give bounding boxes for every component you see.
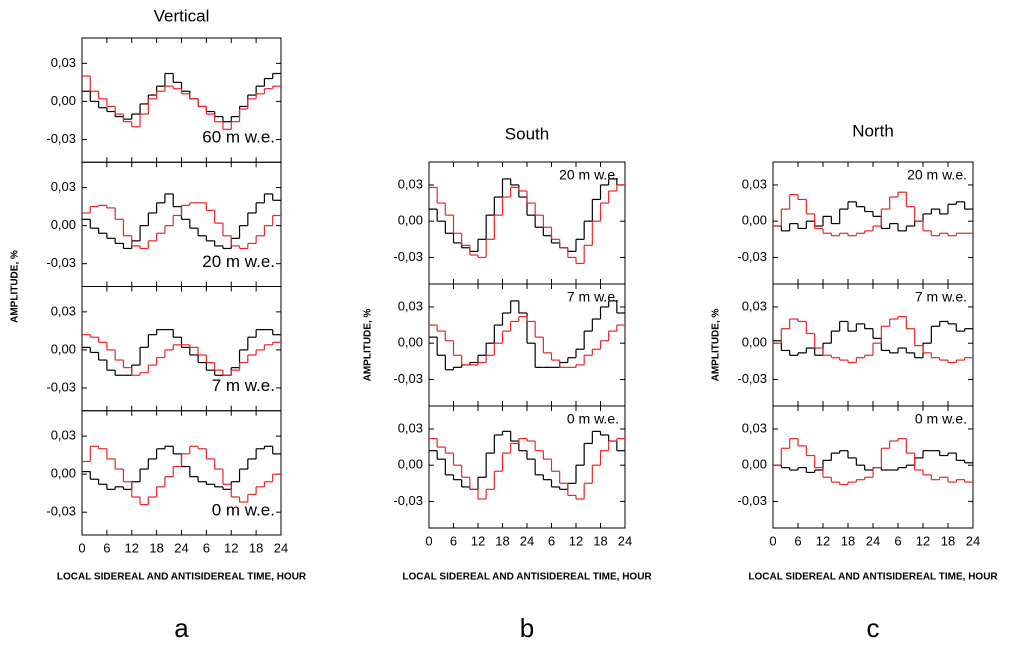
x-tick-label: 6	[103, 540, 110, 555]
x-tick-label: 6	[548, 533, 555, 548]
x-axis-label: LOCAL SIDEREAL AND ANTISIDEREAL TIME, HO…	[402, 572, 652, 583]
y-tick-label: -0,03	[46, 504, 76, 519]
y-tick-label: 0,03	[742, 298, 767, 313]
panel-annotation: 7 m w.e.	[212, 376, 275, 395]
x-tick-label: 6	[794, 533, 801, 548]
y-tick-label: 0,00	[398, 213, 423, 228]
y-tick-label: 0,00	[398, 335, 423, 350]
y-tick-label: 0,00	[51, 341, 76, 356]
y-tick-label: 0,03	[51, 55, 76, 70]
x-axis-label: LOCAL SIDEREAL AND ANTISIDEREAL TIME, HO…	[57, 572, 307, 583]
panel-annotation: 20 m w.e.	[907, 167, 967, 183]
y-tick-label: 0,03	[51, 303, 76, 318]
x-tick-label: 24	[966, 533, 980, 548]
x-tick-label: 24	[174, 540, 188, 555]
x-tick-label: 24	[618, 533, 632, 548]
y-tick-label: 0,03	[398, 420, 423, 435]
panel-annotation: 20 m w.e.	[559, 167, 619, 183]
x-tick-label: 18	[841, 533, 855, 548]
y-axis-label: AMPLITUDE, %	[10, 250, 21, 323]
y-tick-label: 0,03	[742, 176, 767, 191]
x-tick-label: 18	[249, 540, 263, 555]
y-tick-label: 0,00	[51, 217, 76, 232]
x-axis-label: LOCAL SIDEREAL AND ANTISIDEREAL TIME, HO…	[748, 572, 998, 583]
x-tick-label: 24	[866, 533, 880, 548]
x-tick-label: 18	[149, 540, 163, 555]
group-title: South	[505, 124, 549, 143]
panel-annotation: 0 m w.e.	[212, 500, 275, 519]
x-tick-label: 18	[593, 533, 607, 548]
y-tick-label: 0,03	[742, 420, 767, 435]
x-tick-label: 24	[274, 540, 288, 555]
panel-letter: a	[174, 613, 189, 643]
y-axis-label: AMPLITUDE, %	[363, 309, 374, 382]
x-tick-label: 12	[816, 533, 830, 548]
x-tick-label: 12	[125, 540, 139, 555]
y-tick-label: 0,00	[51, 93, 76, 108]
y-tick-label: -0,03	[737, 493, 767, 508]
y-tick-label: 0,00	[398, 457, 423, 472]
x-tick-label: 18	[941, 533, 955, 548]
y-axis-label: AMPLITUDE, %	[711, 309, 722, 382]
panel-annotation: 7 m w.e.	[567, 289, 619, 305]
x-tick-label: 0	[425, 533, 432, 548]
x-tick-label: 0	[78, 540, 85, 555]
y-tick-label: 0,03	[398, 176, 423, 191]
y-tick-label: 0,03	[398, 298, 423, 313]
y-tick-label: 0,00	[51, 466, 76, 481]
x-tick-label: 18	[495, 533, 509, 548]
x-tick-label: 6	[450, 533, 457, 548]
x-tick-label: 12	[916, 533, 930, 548]
panel-letter: b	[520, 613, 534, 643]
y-tick-label: 0,03	[51, 179, 76, 194]
y-tick-label: -0,03	[393, 493, 423, 508]
panel-annotation: 0 m w.e.	[567, 411, 619, 427]
y-tick-label: -0,03	[737, 249, 767, 264]
panel-annotation: 60 m w.e.	[202, 128, 275, 147]
x-tick-label: 6	[894, 533, 901, 548]
x-tick-label: 24	[520, 533, 534, 548]
panel-annotation: 0 m w.e.	[915, 411, 967, 427]
y-tick-label: 0,00	[742, 213, 767, 228]
x-tick-label: 0	[769, 533, 776, 548]
panel-annotation: 20 m w.e.	[202, 252, 275, 271]
group-title: North	[852, 121, 894, 140]
group-title: Vertical	[154, 6, 210, 25]
y-tick-label: 0,03	[51, 428, 76, 443]
panel-annotation: 7 m w.e.	[915, 289, 967, 305]
y-tick-label: -0,03	[737, 371, 767, 386]
x-tick-label: 12	[471, 533, 485, 548]
x-tick-label: 12	[569, 533, 583, 548]
y-tick-label: -0,03	[46, 255, 76, 270]
panel-letter: c	[867, 613, 880, 643]
x-tick-label: 12	[224, 540, 238, 555]
y-tick-label: 0,00	[742, 457, 767, 472]
y-tick-label: -0,03	[46, 131, 76, 146]
y-tick-label: -0,03	[393, 371, 423, 386]
x-tick-label: 6	[203, 540, 210, 555]
y-tick-label: -0,03	[393, 249, 423, 264]
y-tick-label: -0,03	[46, 379, 76, 394]
y-tick-label: 0,00	[742, 335, 767, 350]
